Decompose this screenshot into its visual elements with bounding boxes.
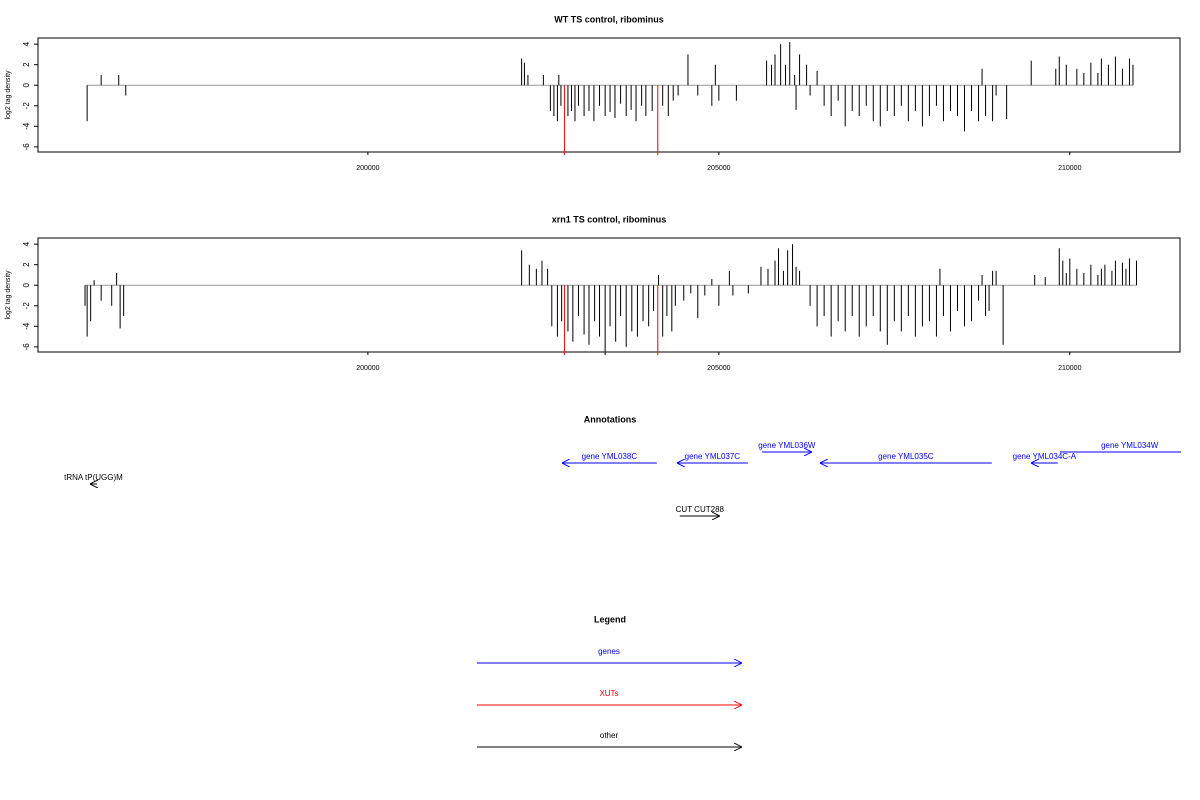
feature-label: CUT CUT288 <box>676 505 725 514</box>
plot-frame <box>37 37 1181 153</box>
chart-title: WT TS control, ribominus <box>554 14 664 24</box>
feature-label: gene YML037C <box>685 452 741 461</box>
legend-title: Legend <box>594 614 626 624</box>
y-tick-label: -6 <box>22 143 31 151</box>
y-axis-label: log2 tag density <box>5 270 12 320</box>
y-tick-label: 2 <box>22 62 31 67</box>
feature-label: tRNA tP(UGG)M <box>64 473 123 482</box>
x-tick-label: 200000 <box>356 365 379 372</box>
chart-title: xrn1 TS control, ribominus <box>552 214 667 224</box>
annotation-track: gene YML038C gene YML037C gene YML036W gene… <box>64 441 1181 516</box>
annotations-title: Annotations <box>584 414 637 424</box>
x-tick-label: 205000 <box>707 365 730 372</box>
y-tick-label: -6 <box>22 343 31 351</box>
plot-frame <box>37 237 1181 353</box>
legend-label: genes <box>598 647 620 656</box>
x-tick-label: 210000 <box>1058 365 1081 372</box>
y-tick-label: 0 <box>22 282 31 287</box>
feature-label: gene YML034C-A <box>1013 452 1077 461</box>
legend-label: other <box>600 731 619 740</box>
x-tick-label: 210000 <box>1058 165 1081 172</box>
y-tick-label: 0 <box>22 82 31 87</box>
feature-label: gene YML038C <box>582 452 638 461</box>
y-tick-label: -2 <box>22 102 31 110</box>
feature-label: gene YML035C <box>878 452 934 461</box>
y-tick-label: 4 <box>22 41 31 46</box>
legend-label: XUTs <box>599 689 618 698</box>
y-tick-label: -4 <box>22 122 31 130</box>
x-tick-label: 200000 <box>356 165 379 172</box>
y-tick-label: -4 <box>22 322 31 330</box>
y-tick-label: 2 <box>22 262 31 267</box>
y-axis-label: log2 tag density <box>5 70 12 120</box>
y-tick-label: 4 <box>22 241 31 246</box>
y-tick-label: -2 <box>22 302 31 310</box>
feature-label: gene YML034W <box>1101 441 1159 450</box>
feature-label: gene YML036W <box>758 441 816 450</box>
x-tick-label: 205000 <box>707 165 730 172</box>
